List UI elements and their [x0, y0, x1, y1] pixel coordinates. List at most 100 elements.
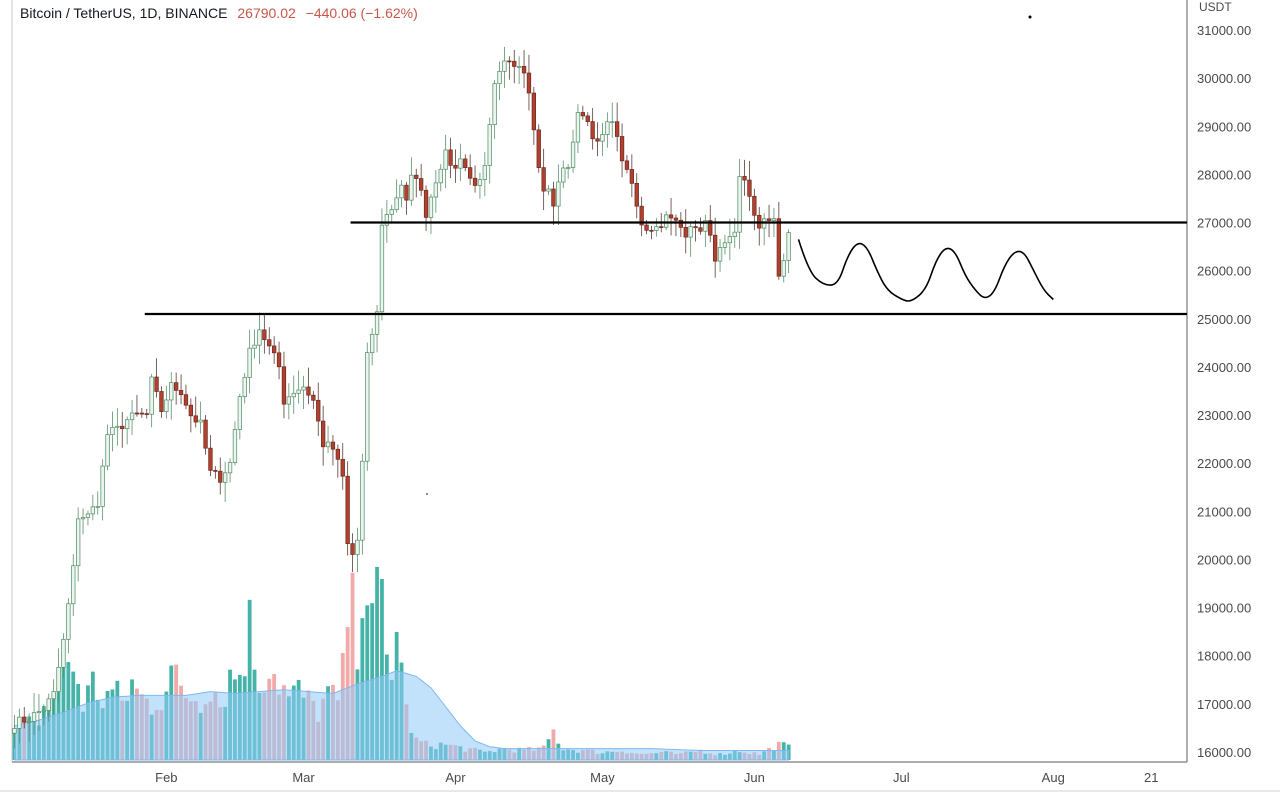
candle: [516, 56, 522, 84]
candle: [688, 223, 693, 257]
candle: [766, 204, 772, 238]
forecast-drawing[interactable]: [797, 239, 1054, 302]
candle: [262, 313, 267, 354]
time-tick-label: Jul: [893, 770, 910, 785]
candle: [703, 214, 708, 247]
candle: [551, 181, 556, 225]
candle: [742, 159, 747, 196]
price-change: −440.06 (−1.62%): [305, 5, 418, 21]
volume-ma-area: [13, 670, 790, 761]
candle: [512, 49, 517, 84]
chart-legend: Bitcoin / TetherUS, 1D, BINANCE 26790.02…: [20, 5, 418, 21]
candle: [12, 715, 17, 749]
candle: [223, 461, 228, 502]
candle: [90, 494, 96, 521]
time-tick-label: Jun: [744, 770, 765, 785]
candle: [477, 172, 483, 199]
candle: [183, 384, 189, 410]
candle: [693, 220, 698, 242]
candle: [497, 61, 502, 100]
candle: [232, 421, 238, 466]
candle: [193, 396, 198, 428]
candle: [419, 163, 424, 197]
candle: [203, 415, 208, 455]
candle: [428, 193, 434, 234]
candle: [472, 165, 478, 193]
volume-bar: [247, 599, 252, 760]
time-tick-label: 21: [1144, 770, 1158, 785]
candle: [781, 253, 786, 283]
candle: [46, 693, 51, 722]
candle: [306, 367, 311, 405]
candle: [276, 341, 282, 380]
candle: [174, 372, 179, 405]
candle: [433, 170, 438, 213]
candle: [120, 411, 125, 448]
time-axis: Feb Mar Apr May Jun Jul Aug 21: [155, 770, 1158, 785]
candle: [448, 137, 453, 179]
candle: [350, 533, 355, 573]
candle: [252, 329, 257, 359]
candle: [36, 693, 42, 732]
candle: [761, 213, 767, 246]
candle: [605, 112, 610, 148]
candle: [409, 157, 414, 206]
candle: [463, 154, 468, 172]
candle: [482, 152, 487, 197]
candle: [595, 122, 600, 157]
candle: [340, 442, 345, 490]
candle: [100, 459, 105, 521]
candle: [296, 370, 301, 404]
candle: [776, 201, 781, 280]
price-tick-label: 19000.00: [1197, 601, 1251, 616]
candle: [786, 229, 791, 274]
candle: [242, 372, 247, 404]
volume-bar: [350, 572, 355, 760]
price-tick-label: 27000.00: [1197, 216, 1251, 231]
price-tick-label: 18000.00: [1197, 649, 1251, 664]
candle: [737, 158, 742, 249]
candle: [565, 164, 571, 179]
candle: [31, 693, 37, 735]
price-tick-label: 26000.00: [1197, 264, 1251, 279]
candle: [272, 336, 277, 365]
candle: [629, 154, 634, 198]
price-tick-label: 17000.00: [1197, 697, 1251, 712]
candle: [752, 188, 757, 231]
candle: [453, 149, 458, 183]
candle: [311, 390, 316, 409]
support-resistance-lines[interactable]: [144, 221, 1187, 316]
candle: [492, 79, 497, 140]
candle: [169, 372, 174, 420]
candle: [360, 453, 365, 555]
candle: [600, 122, 605, 156]
candle: [683, 209, 688, 254]
candle: [149, 373, 154, 428]
candle: [291, 375, 296, 414]
candle: [502, 46, 507, 88]
candle: [673, 214, 679, 237]
candle: [129, 399, 135, 435]
candle: [85, 510, 91, 526]
candle: [110, 411, 115, 452]
price-tick-label: 24000.00: [1197, 360, 1251, 375]
candle: [178, 374, 184, 405]
candle: [521, 50, 527, 89]
stray-dot-2: [426, 493, 428, 495]
candle: [159, 386, 164, 418]
candle: [747, 160, 752, 211]
candle: [213, 466, 218, 479]
price-axis: 31000.00 30000.00 29000.00 28000.00 27000.00…: [1197, 23, 1251, 760]
time-tick-label: Feb: [155, 770, 177, 785]
candle: [188, 398, 194, 433]
candle: [286, 383, 291, 420]
candle: [355, 527, 360, 573]
candle: [507, 56, 512, 80]
price-axis-unit: USDT: [1199, 0, 1232, 14]
candle: [75, 507, 81, 582]
candle: [414, 168, 419, 198]
price-tick-label: 20000.00: [1197, 552, 1251, 567]
candle: [247, 329, 252, 394]
candle: [325, 425, 331, 454]
